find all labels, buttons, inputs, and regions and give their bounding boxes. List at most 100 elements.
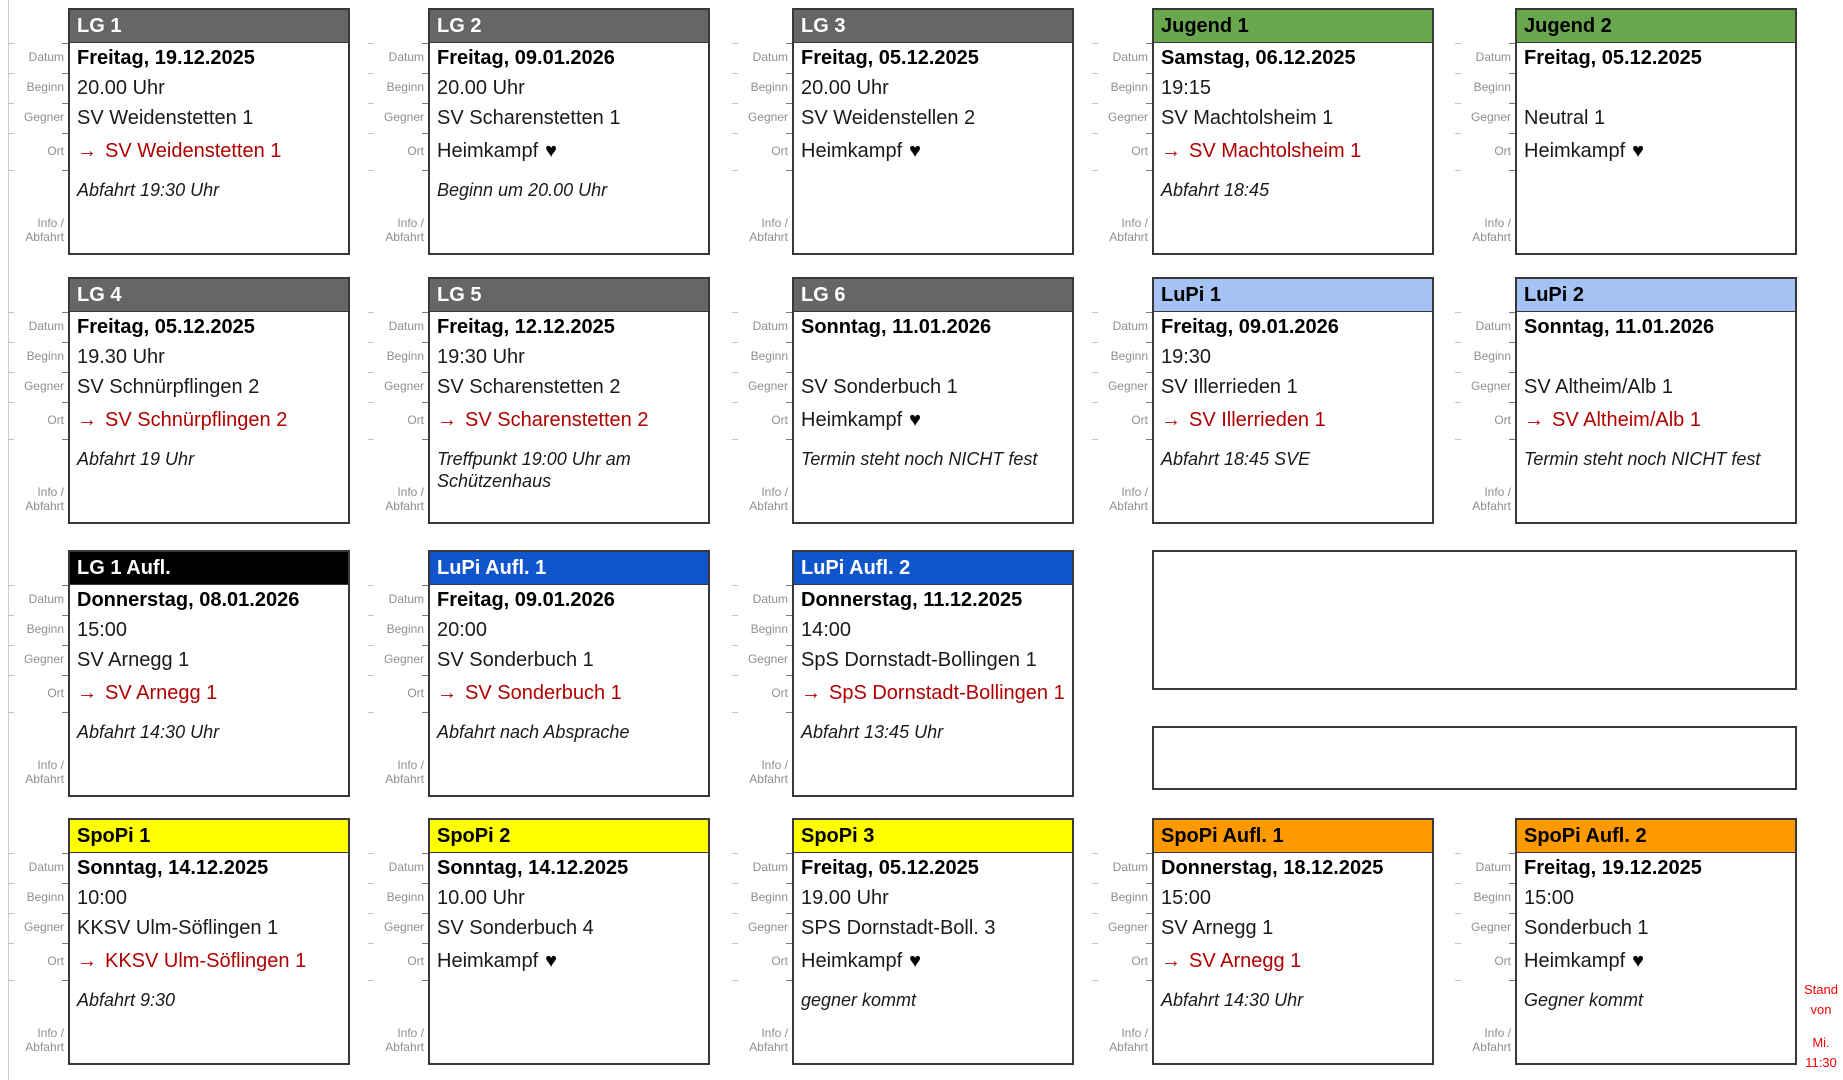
datum-value: Donnerstag, 18.12.2025 xyxy=(1161,856,1384,879)
beginn-value: 19:15 xyxy=(1161,76,1212,99)
gegner-value: SV Altheim/Alb 1 xyxy=(1524,375,1673,398)
gegner-value: SV Schnürpflingen 2 xyxy=(77,375,260,398)
row-label-gutter: Datum Beginn Gegner Ort Info / Abfahrt xyxy=(732,550,792,795)
away-arrow-icon: → xyxy=(801,682,821,704)
match-cell: Datum Beginn Gegner Ort Info / Abfahrt L… xyxy=(8,8,368,277)
ort-text: SV Scharenstetten 2 xyxy=(465,409,649,431)
row-label-beginn: Beginn xyxy=(1092,883,1152,913)
match-cell: Datum Beginn Gegner Ort Info / Abfahrt L… xyxy=(732,550,1092,818)
beginn-value: 10:00 xyxy=(77,886,128,909)
match-card: LG 1 Freitag, 19.12.2025 20.00 Uhr SV We… xyxy=(68,8,350,255)
team-header: LuPi Aufl. 2 xyxy=(794,552,1072,585)
info-value: Treffpunkt 19:00 Uhr am Schützenhaus xyxy=(437,449,631,491)
gegner-value: SPS Dornstadt-Boll. 3 xyxy=(801,916,996,939)
away-arrow-icon: → xyxy=(1161,950,1181,972)
row-label-ort: Ort xyxy=(8,133,68,170)
match-card: SpoPi Aufl. 1 Donnerstag, 18.12.2025 15:… xyxy=(1152,818,1434,1065)
team-header: LG 1 xyxy=(70,10,348,43)
row-label-gutter: Datum Beginn Gegner Ort Info / Abfahrt xyxy=(368,277,428,522)
beginn-value: 20.00 Uhr xyxy=(77,76,165,99)
gutter-spacer xyxy=(1092,818,1152,853)
row-label-gegner: Gegner xyxy=(732,103,792,133)
ort-value: → Heimkampf ♥ xyxy=(794,943,1072,980)
gegner-value: SV Arnegg 1 xyxy=(77,648,190,671)
away-arrow-icon: → xyxy=(437,409,457,431)
row-label-gegner: Gegner xyxy=(1092,913,1152,943)
team-header: SpoPi Aufl. 2 xyxy=(1517,820,1795,853)
row-label-ort: Ort xyxy=(368,402,428,439)
row-label-gutter: Datum Beginn Gegner Ort Info / Abfahrt xyxy=(732,8,792,253)
stand-note-label: Stand von xyxy=(1804,982,1838,1017)
datum-value: Freitag, 19.12.2025 xyxy=(77,46,255,69)
match-card: SpoPi 3 Freitag, 05.12.2025 19.00 Uhr SP… xyxy=(792,818,1074,1065)
row-label-info-abfahrt: Info / Abfahrt xyxy=(1092,980,1152,1063)
home-heart-icon: ♥ xyxy=(545,950,558,972)
datum-value: Freitag, 12.12.2025 xyxy=(437,315,615,338)
row-label-beginn: Beginn xyxy=(8,615,68,645)
row-label-beginn: Beginn xyxy=(8,883,68,913)
gutter-spacer xyxy=(368,818,428,853)
row-label-info-abfahrt: Info / Abfahrt xyxy=(8,439,68,522)
empty-cell xyxy=(1092,550,1843,818)
team-header: SpoPi 1 xyxy=(70,820,348,853)
row-label-gegner: Gegner xyxy=(8,645,68,675)
row-label-datum: Datum xyxy=(8,43,68,73)
ort-text: SV Arnegg 1 xyxy=(105,682,218,704)
row-label-beginn: Beginn xyxy=(732,342,792,372)
beginn-value: 20:00 xyxy=(437,618,488,641)
gutter-spacer xyxy=(368,8,428,43)
gutter-spacer xyxy=(8,8,68,43)
match-card: SpoPi 1 Sonntag, 14.12.2025 10:00 KKSV U… xyxy=(68,818,350,1065)
gutter-spacer xyxy=(8,550,68,585)
row-label-ort: Ort xyxy=(732,133,792,170)
team-header: LG 5 xyxy=(430,279,708,312)
row-label-ort: Ort xyxy=(8,675,68,712)
team-header: Jugend 2 xyxy=(1517,10,1795,43)
home-heart-icon: ♥ xyxy=(909,950,922,972)
match-cell: Datum Beginn Gegner Ort Info / Abfahrt S… xyxy=(368,818,732,1080)
row-label-gutter: Datum Beginn Gegner Ort Info / Abfahrt xyxy=(8,818,68,1063)
datum-value: Sonntag, 11.01.2026 xyxy=(801,315,992,338)
match-card: SpoPi Aufl. 2 Freitag, 19.12.2025 15:00 … xyxy=(1515,818,1797,1065)
gegner-value: SV Scharenstetten 2 xyxy=(437,375,621,398)
ort-text: Heimkampf xyxy=(801,140,903,162)
row-label-gegner: Gegner xyxy=(368,645,428,675)
team-header: SpoPi 3 xyxy=(794,820,1072,853)
info-value: Abfahrt 18:45 SVE xyxy=(1161,449,1311,469)
gegner-value: SV Sonderbuch 1 xyxy=(437,648,594,671)
row-label-datum: Datum xyxy=(732,312,792,342)
stand-note-time: Mi. 11:30 xyxy=(1805,1035,1837,1070)
row-label-gutter: Datum Beginn Gegner Ort Info / Abfahrt xyxy=(1455,277,1515,522)
row-label-datum: Datum xyxy=(1092,853,1152,883)
gutter-spacer xyxy=(8,818,68,853)
info-value xyxy=(794,170,1072,253)
team-header: LG 2 xyxy=(430,10,708,43)
row-label-info-abfahrt: Info / Abfahrt xyxy=(732,980,792,1063)
team-header: SpoPi 2 xyxy=(430,820,708,853)
row-label-ort: Ort xyxy=(368,133,428,170)
info-value: Abfahrt 14:30 Uhr xyxy=(77,722,220,742)
row-label-ort: Ort xyxy=(1092,943,1152,980)
row-label-info-abfahrt: Info / Abfahrt xyxy=(368,712,428,795)
datum-value: Freitag, 05.12.2025 xyxy=(77,315,255,338)
ort-value: → SV Sonderbuch 1 ♥ xyxy=(430,675,708,712)
gegner-value: SV Machtolsheim 1 xyxy=(1161,106,1334,129)
row-label-beginn: Beginn xyxy=(368,615,428,645)
row-label-info-abfahrt: Info / Abfahrt xyxy=(732,439,792,522)
row-label-beginn: Beginn xyxy=(368,883,428,913)
row-label-datum: Datum xyxy=(732,585,792,615)
row-label-gegner: Gegner xyxy=(1092,103,1152,133)
row-label-datum: Datum xyxy=(1092,43,1152,73)
row-label-gegner: Gegner xyxy=(732,372,792,402)
datum-value: Freitag, 09.01.2026 xyxy=(437,588,615,611)
row-label-gutter: Datum Beginn Gegner Ort Info / Abfahrt xyxy=(368,818,428,1063)
beginn-value: 20.00 Uhr xyxy=(801,76,889,99)
row-label-info-abfahrt: Info / Abfahrt xyxy=(8,170,68,253)
datum-value: Donnerstag, 08.01.2026 xyxy=(77,588,300,611)
datum-value: Freitag, 09.01.2026 xyxy=(1161,315,1339,338)
match-cell: Datum Beginn Gegner Ort Info / Abfahrt L… xyxy=(732,8,1092,277)
row-label-ort: Ort xyxy=(1455,943,1515,980)
ort-value: → Heimkampf ♥ xyxy=(1517,133,1795,170)
datum-value: Sonntag, 11.01.2026 xyxy=(1524,315,1715,338)
row-label-ort: Ort xyxy=(1092,133,1152,170)
